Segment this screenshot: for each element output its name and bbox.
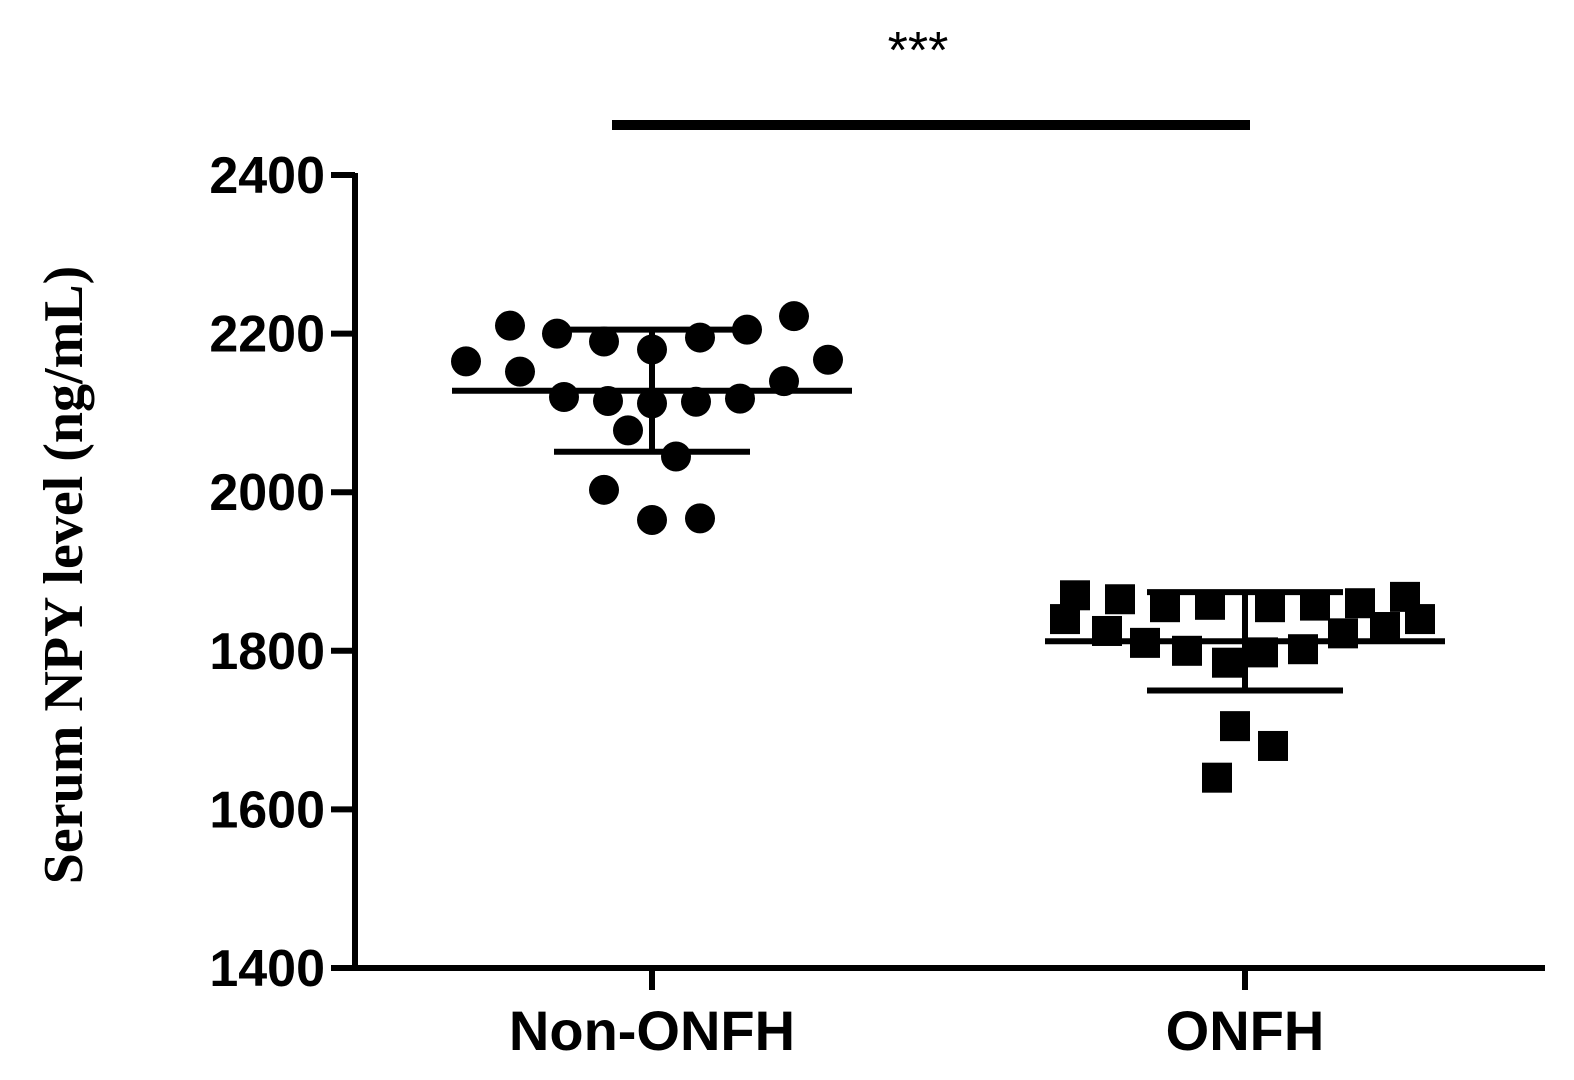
data-point — [1150, 592, 1180, 623]
data-point — [1212, 647, 1242, 678]
data-point — [769, 366, 799, 397]
y-tick-label: 2200 — [209, 306, 325, 364]
data-point — [1370, 612, 1400, 643]
data-point — [1258, 730, 1288, 761]
data-point — [1050, 604, 1080, 635]
data-point — [685, 503, 715, 534]
y-tick-label: 1600 — [209, 781, 325, 839]
data-point — [1288, 634, 1318, 665]
data-point — [1130, 627, 1160, 658]
significance-label: *** — [888, 22, 949, 80]
axes — [352, 173, 1545, 971]
data-point — [637, 504, 667, 535]
data-point — [495, 310, 525, 341]
data-point — [1202, 762, 1232, 793]
data-point — [813, 344, 843, 375]
data-points — [451, 301, 1435, 793]
data-point — [732, 314, 762, 345]
y-tick-label: 2000 — [209, 464, 325, 522]
x-category-label: ONFH — [1166, 999, 1325, 1062]
data-point — [589, 326, 619, 357]
data-point — [1405, 604, 1435, 635]
y-tick-label: 1800 — [209, 623, 325, 681]
data-point — [1092, 615, 1122, 646]
data-point — [637, 388, 667, 419]
data-point — [1248, 637, 1278, 668]
data-point — [1255, 592, 1285, 623]
y-ticks: 1400 1600 1800 2000 2200 2400 — [209, 147, 355, 998]
data-point — [681, 386, 711, 417]
data-point — [779, 301, 809, 332]
data-point — [1195, 589, 1225, 620]
data-point — [1172, 635, 1202, 666]
data-point — [1105, 584, 1135, 615]
y-axis-title: Serum NPY level (ng/mL) — [33, 266, 95, 885]
significance-annotation: *** — [612, 22, 1250, 130]
y-tick-label: 1400 — [209, 940, 325, 998]
data-point — [542, 318, 572, 349]
data-point — [661, 441, 691, 472]
data-point — [637, 334, 667, 365]
data-point — [725, 383, 755, 414]
data-point — [593, 386, 623, 417]
data-point — [505, 356, 535, 387]
data-point — [549, 382, 579, 413]
data-point — [1300, 590, 1330, 621]
y-tick-label: 2400 — [209, 147, 325, 205]
data-point — [451, 346, 481, 377]
x-ticks: Non-ONFH ONFH — [509, 968, 1324, 1062]
data-point — [1220, 711, 1250, 742]
data-point — [589, 474, 619, 505]
data-point — [685, 322, 715, 353]
x-category-label: Non-ONFH — [509, 999, 795, 1062]
data-point — [1328, 618, 1358, 649]
data-point — [613, 415, 643, 446]
